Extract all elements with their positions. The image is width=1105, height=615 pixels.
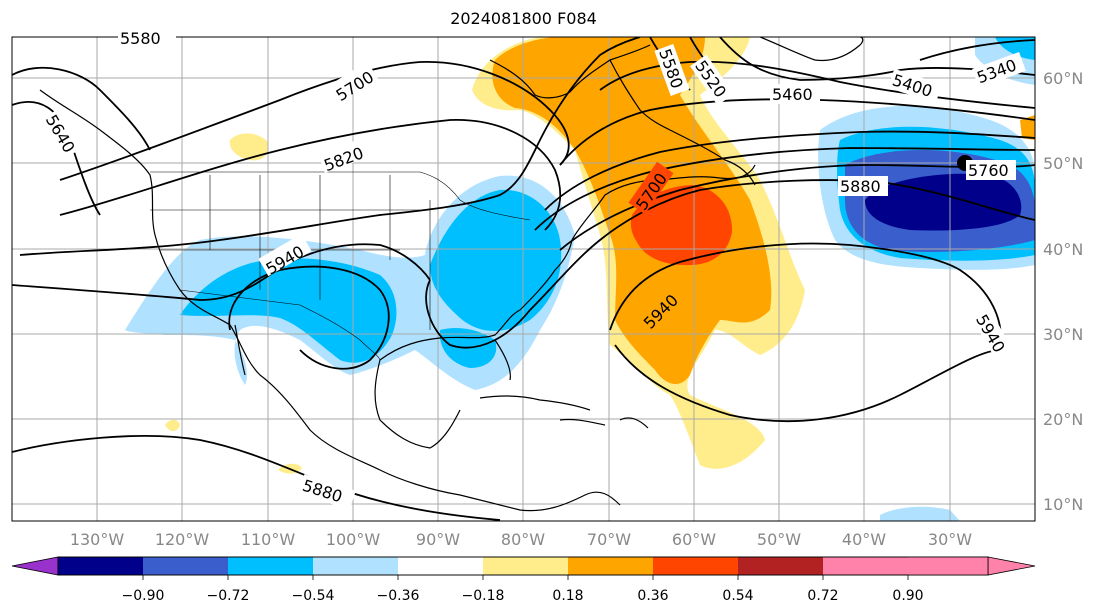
lat-label: 50°N <box>1043 154 1083 173</box>
anomaly-navy-atlantic <box>865 173 1022 231</box>
borders <box>150 171 531 361</box>
colorbar: −0.90 −0.72 −0.54 −0.36 −0.18 0.18 0.36 … <box>11 556 1036 604</box>
colorbar-tick: 0.72 <box>807 588 838 604</box>
lon-label: 80°W <box>501 530 545 549</box>
colorbar-segment <box>483 557 568 575</box>
colorbar-segment <box>58 557 143 575</box>
colorbar-tick: 0.90 <box>892 588 923 604</box>
colorbar-segment <box>653 557 738 575</box>
colorbar-segment <box>398 557 483 575</box>
coastlines <box>39 37 864 512</box>
lat-label: 60°N <box>1043 69 1083 88</box>
lat-label: 30°N <box>1043 325 1083 344</box>
lon-label: 90°W <box>416 530 460 549</box>
colorbar-tick: 0.18 <box>552 588 583 604</box>
graticule <box>12 37 1035 521</box>
lon-label: 30°W <box>928 530 972 549</box>
colorbar-segment <box>738 557 823 575</box>
colorbar-segment <box>568 557 653 575</box>
lon-label: 50°W <box>757 530 801 549</box>
colorbar-extend-high <box>987 556 1036 576</box>
contour-label: 5460 <box>772 85 813 104</box>
anomaly-blue-east <box>430 189 562 332</box>
lon-label: 70°W <box>587 530 631 549</box>
longitude-labels: 130°W 120°W 110°W 100°W 90°W 80°W 70°W 6… <box>70 530 972 549</box>
colorbar-segment <box>313 557 398 575</box>
colorbar-tick: −0.54 <box>292 588 335 604</box>
colorbar-extend-low <box>11 556 59 576</box>
lat-label: 20°N <box>1043 410 1083 429</box>
colorbar-segment <box>823 557 908 575</box>
colorbar-tick: 0.54 <box>722 588 753 604</box>
colorbar-tick: −0.90 <box>122 588 165 604</box>
lon-label: 40°W <box>842 530 886 549</box>
lat-label: 40°N <box>1043 240 1083 259</box>
colorbar-tick: −0.18 <box>462 588 505 604</box>
lon-label: 120°W <box>155 530 210 549</box>
contour-label: 5880 <box>840 177 881 196</box>
latitude-labels: 60°N 50°N 40°N 30°N 20°N 10°N <box>1043 69 1083 514</box>
colorbar-segment <box>143 557 228 575</box>
contour-label: 5580 <box>120 29 161 48</box>
anomaly-blue-central <box>180 258 397 363</box>
lon-label: 60°W <box>672 530 716 549</box>
lon-label: 100°W <box>326 530 381 549</box>
lat-label: 10°N <box>1043 495 1083 514</box>
colorbar-segment <box>228 557 313 575</box>
lon-label: 110°W <box>241 530 296 549</box>
lon-label: 130°W <box>70 530 125 549</box>
colorbar-tick: 0.36 <box>637 588 668 604</box>
map-title: 2024081800 F084 <box>450 9 597 28</box>
colorbar-tick: −0.72 <box>207 588 250 604</box>
colorbar-tick: −0.36 <box>377 588 420 604</box>
map-panel <box>12 37 1035 521</box>
contour-label: 5760 <box>968 161 1009 180</box>
